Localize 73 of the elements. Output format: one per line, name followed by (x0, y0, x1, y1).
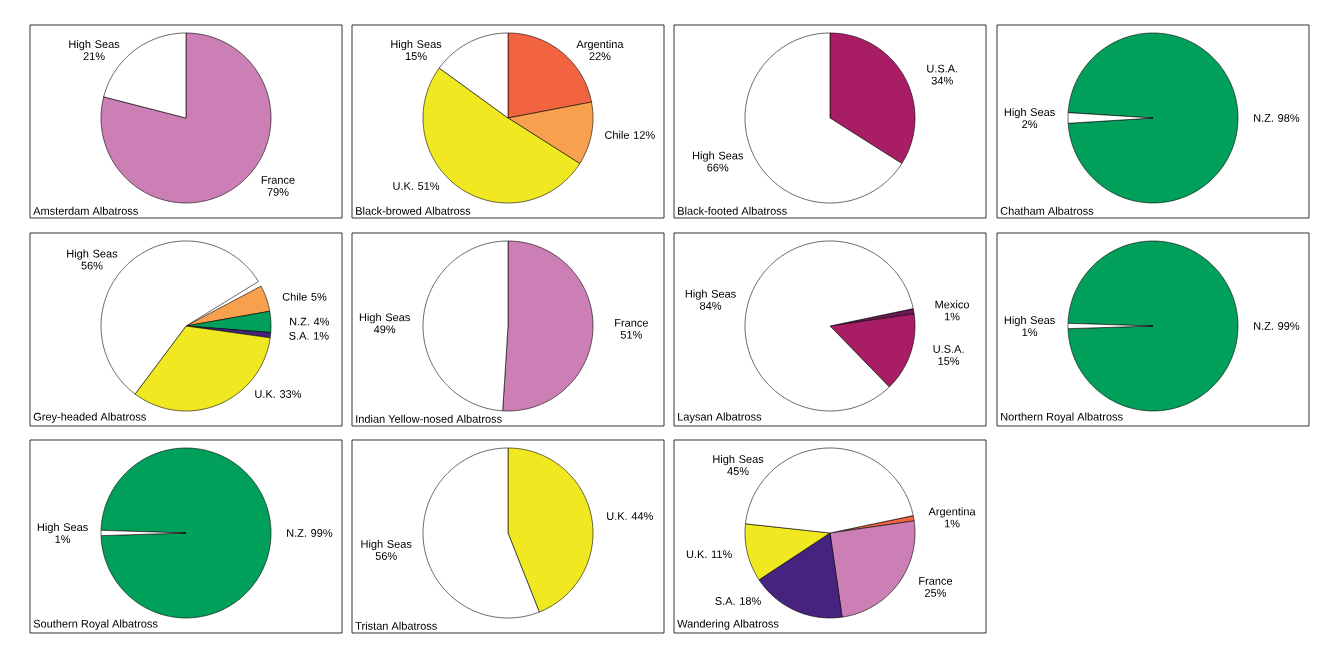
data-label: 45% (727, 467, 749, 476)
data-label: 25% (925, 589, 947, 597)
data-label: 5% (311, 292, 327, 301)
data-label: 49% (373, 325, 396, 334)
slice-label: High Seas (359, 313, 410, 324)
text: Tristan Albatross (355, 621, 437, 630)
text: Northern Royal Albatross (1001, 412, 1123, 423)
data-label: 79% (267, 188, 289, 196)
data-label: 51% (418, 182, 440, 190)
slice-label: High Seas (37, 522, 88, 534)
data-label: 1% (1022, 328, 1038, 337)
text: Southern Royal Albatross (33, 619, 158, 630)
slice-label: N.Z. (1254, 322, 1273, 330)
slice-label: S.A. (715, 597, 735, 605)
data-label: 2% (1022, 120, 1038, 129)
data-label: 21% (83, 52, 105, 61)
text: Chatham Albatross (1000, 206, 1094, 215)
slice-label: France (919, 577, 953, 585)
data-label: 1% (314, 331, 329, 340)
slice-label: U.K. (393, 182, 413, 190)
slice-label: Argentina (576, 39, 624, 51)
slice-label: High Seas (391, 39, 442, 51)
slice-label: N.Z. (287, 529, 306, 537)
data-label: 84% (700, 301, 722, 310)
data-label: 1% (55, 535, 71, 544)
slice-label: High Seas (1004, 107, 1055, 119)
data-label: 56% (375, 552, 397, 560)
text: Black-footed Albatross (678, 206, 787, 215)
text: Wandering Albatross (677, 619, 779, 630)
slice-label: High Seas (1004, 315, 1055, 327)
data-label: 51% (620, 330, 642, 339)
slice-label: Chile (605, 130, 630, 139)
data-label: 18% (740, 597, 761, 605)
data-label: 66% (707, 163, 729, 172)
slice-label: France (261, 176, 295, 184)
data-label: 11% (711, 550, 732, 559)
data-label: 99% (311, 529, 333, 537)
slice-label: High Seas (67, 249, 118, 260)
slice-label: U.K. (607, 512, 627, 520)
slice-label: High Seas (361, 539, 412, 551)
slice-label: France (615, 319, 648, 327)
slice-label: High Seas (692, 151, 744, 162)
slice-label: U.S.A. (927, 64, 958, 73)
data-label: 22% (589, 52, 611, 61)
data-label: 44% (631, 512, 653, 520)
slice-label: Chile (282, 292, 307, 301)
data-label: 1% (944, 312, 960, 321)
slice-label: U.K. (686, 550, 707, 559)
text: Black-browed Albatross (356, 206, 471, 215)
text: Indian Yellow-nosed Albatross (356, 414, 502, 423)
data-label: 15% (938, 357, 960, 365)
data-label: 4% (313, 317, 330, 326)
text: Grey-headed Albatross (33, 412, 146, 423)
data-label: 15% (405, 52, 427, 61)
text: Laysan Albatross (678, 412, 762, 423)
slice-label: High Seas (685, 289, 736, 300)
slice-label: U.K. (255, 390, 275, 398)
data-label: 99% (1278, 322, 1300, 330)
data-label: 1% (944, 519, 960, 528)
slice-label: Mexico (935, 300, 969, 309)
data-label: 56% (81, 261, 103, 270)
text: Amsterdam Albatross (33, 206, 138, 215)
slice-label: Argentina (928, 507, 976, 518)
slice-label: N.Z. (1254, 114, 1273, 122)
data-label: 12% (634, 131, 655, 139)
data-label: 34% (931, 76, 953, 85)
data-label: 33% (279, 390, 302, 398)
slice-label: U.S.A. (933, 345, 964, 353)
slice-label: High Seas (69, 39, 120, 51)
slice-label: S.A. (289, 331, 309, 340)
slice-label: N.Z. (290, 317, 309, 326)
slice-label: High Seas (713, 454, 764, 466)
data-label: 98% (1278, 114, 1300, 122)
